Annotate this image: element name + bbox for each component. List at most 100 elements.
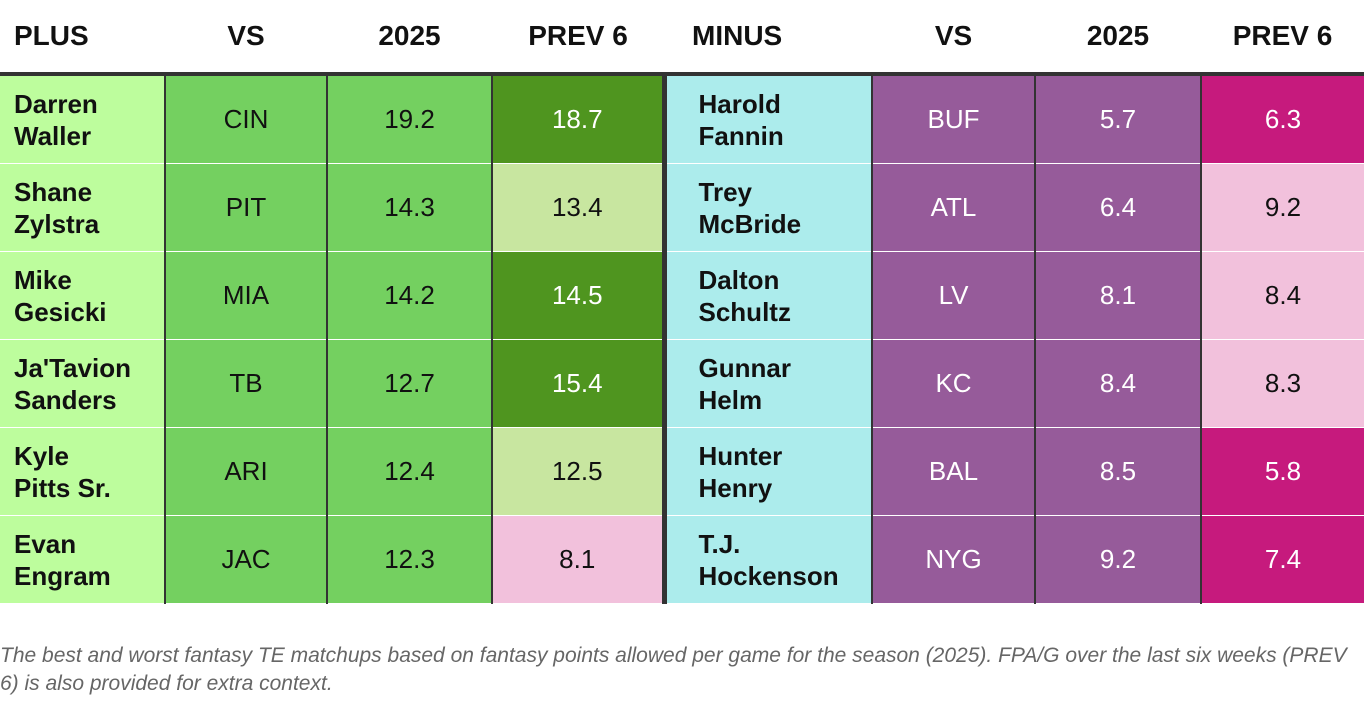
plus-season-fpa: 14.3 [326,163,492,252]
plus-player-name-text: Gesicki [14,296,107,327]
plus-prev6-fpa: 8.1 [491,515,664,604]
minus-opponent-text: LV [938,280,969,310]
minus-opponent-text: BAL [928,456,979,486]
table-footnote: The best and worst fantasy TE matchups b… [0,644,1347,695]
minus-season-fpa: 8.5 [1034,427,1201,516]
minus-opponent-text: BUF [927,104,980,134]
minus-season-fpa-text: 8.1 [1099,280,1137,310]
plus-prev6-fpa: 13.4 [491,163,664,252]
plus-opponent: CIN [164,74,327,164]
minus-prev6-fpa: 8.3 [1200,339,1364,428]
table-row: Mike Gesicki MIA 14.2 14.5 Dalton Schultz LV 8.1… [0,251,1364,340]
plus-player-name-text: Engram [14,560,111,591]
plus-player-name-text: Pitts Sr. [14,472,111,503]
plus-opponent-text: MIA [222,280,270,310]
minus-season-fpa-text: 9.2 [1099,544,1137,574]
plus-prev6-fpa-text: 15.4 [551,368,603,398]
minus-opponent: BUF [871,74,1035,164]
minus-player-name-text: Harold [698,88,781,119]
table-row: Darren Waller CIN 19.2 18.7 Harold Fannin BUF 5.… [0,74,1364,164]
minus-player-name-text: Gunnar [698,352,791,383]
plus-vs-header: VS [165,0,327,76]
minus-opponent: BAL [871,427,1035,516]
minus-player-name: T.J. Hockenson [661,515,872,604]
minus-season-fpa: 5.7 [1034,74,1201,164]
plus-player-name: Shane Zylstra [0,163,165,252]
plus-player-name-text: Sanders [14,384,117,415]
plus-player-name-text: Ja'Tavion [14,352,131,383]
minus-opponent-text: NYG [925,544,982,574]
plus-player-name-text: Mike [14,264,72,295]
minus-player-name: Dalton Schultz [661,251,872,340]
plus-season-fpa-text: 12.4 [384,456,435,486]
minus-prev6-fpa-text: 7.4 [1264,544,1302,574]
plus-prev6-fpa: 14.5 [491,251,664,340]
minus-prev6-fpa: 6.3 [1200,74,1364,164]
plus-player-name: Mike Gesicki [0,251,165,340]
plus-prev6-fpa-text: 14.5 [551,280,603,310]
plus-opponent-text: ARI [224,456,268,486]
plus-season-fpa: 12.7 [326,339,492,428]
plus-opponent-text: PIT [225,192,267,222]
minus-opponent: LV [871,251,1035,340]
plus-season-fpa: 12.3 [326,515,492,604]
plus-season-fpa-text: 12.7 [384,368,435,398]
plus-prev-header: PREV 6 [492,0,664,76]
plus-player-name-text: Evan [14,528,77,559]
plus-player-name-text: Kyle [14,440,69,471]
minus-player-name-text: Fannin [698,120,784,151]
table-row: Kyle Pitts Sr. ARI 12.4 12.5 Hunter Henry BAL 8.… [0,427,1364,516]
plus-opponent: ARI [164,427,327,516]
minus-prev6-fpa-text: 8.3 [1264,368,1302,398]
plus-season-fpa: 12.4 [326,427,492,516]
plus-prev6-fpa: 18.7 [491,74,664,164]
table-row: Shane Zylstra PIT 14.3 13.4 Trey McBride ATL 6.4… [0,163,1364,252]
minus-opponent-text: ATL [930,192,977,222]
minus-prev6-fpa: 9.2 [1200,163,1364,252]
minus-season-fpa-text: 8.5 [1099,456,1137,486]
minus-season-fpa-text: 8.4 [1099,368,1137,398]
minus-prev6-fpa-text: 6.3 [1264,104,1302,134]
minus-season-fpa: 9.2 [1034,515,1201,604]
minus-player-name: Gunnar Helm [661,339,872,428]
plus-season-fpa-text: 19.2 [384,104,435,134]
plus-opponent-text: JAC [221,544,271,574]
minus-season-fpa-text: 6.4 [1099,192,1137,222]
matchups-table: PLUS VS 2025 PREV 6 MINUS VS 2025 PREV 6… [0,0,1364,604]
plus-opponent: PIT [164,163,327,252]
minus-prev-header: PREV 6 [1201,0,1364,76]
minus-opponent: ATL [871,163,1035,252]
plus-season-fpa-text: 14.3 [384,192,435,222]
minus-opponent-text: KC [935,368,972,398]
minus-player-name: Trey McBride [661,163,872,252]
plus-opponent: TB [164,339,327,428]
minus-prev6-fpa-text: 5.8 [1264,456,1302,486]
plus-prev6-fpa: 12.5 [491,427,664,516]
plus-season-fpa: 19.2 [326,74,492,164]
plus-prev6-fpa-text: 18.7 [551,104,603,134]
plus-player-name: Evan Engram [0,515,165,604]
plus-season-fpa-text: 12.3 [384,544,435,574]
minus-season-fpa-text: 5.7 [1099,104,1137,134]
minus-player-name-text: Hunter [698,440,783,471]
plus-prev6-fpa: 15.4 [491,339,664,428]
table-row: Evan Engram JAC 12.3 8.1 T.J. Hockenson NYG 9.2 7… [0,515,1364,604]
plus-season-fpa-text: 14.2 [384,280,435,310]
plus-prev6-fpa-text: 8.1 [559,544,596,574]
minus-season-header: 2025 [1035,0,1201,76]
minus-opponent: KC [871,339,1035,428]
minus-vs-header: VS [872,0,1035,76]
plus-player-name: Darren Waller [0,74,165,164]
minus-prev6-fpa: 5.8 [1200,427,1364,516]
minus-player-name-text: T.J. [698,528,741,559]
plus-prev6-fpa-text: 13.4 [551,192,603,222]
minus-player-name-text: Hockenson [698,560,839,591]
minus-season-fpa: 8.1 [1034,251,1201,340]
minus-player-name-text: Schultz [698,296,791,327]
minus-opponent: NYG [871,515,1035,604]
plus-header: PLUS [0,0,165,76]
plus-opponent: JAC [164,515,327,604]
plus-player-name: Kyle Pitts Sr. [0,427,165,516]
plus-player-name-text: Shane [14,176,93,207]
plus-opponent: MIA [164,251,327,340]
